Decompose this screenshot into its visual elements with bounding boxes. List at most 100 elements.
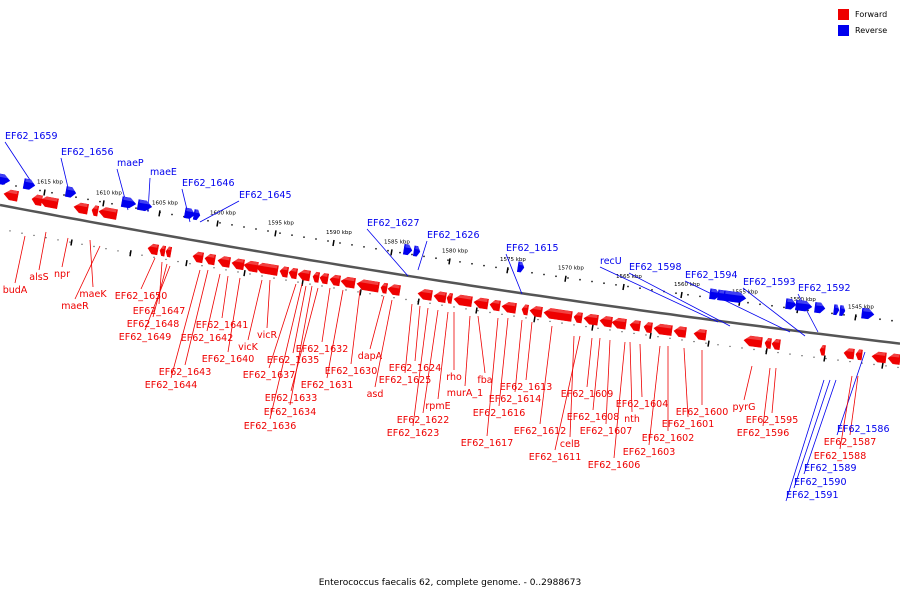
forward-gene-block — [165, 246, 173, 258]
legend-item-forward: Forward — [838, 8, 898, 23]
scale-tick — [43, 189, 46, 196]
forward-gene-block — [473, 297, 489, 310]
scale-dot — [261, 275, 263, 277]
scale-dot — [885, 365, 887, 367]
forward-gene-block — [843, 348, 855, 360]
scale-tick — [158, 210, 161, 217]
leader-line — [404, 303, 413, 374]
reverse-gene-block — [22, 178, 36, 190]
scale-tick-minor — [70, 239, 73, 246]
scale-dot — [567, 277, 569, 279]
leader-line — [613, 341, 626, 459]
scale-dot — [327, 240, 329, 242]
gene-label-ef62-1642: EF62_1642 — [181, 333, 233, 344]
forward-gene-block — [743, 335, 763, 348]
gene-label-ef62-1647: EF62_1647 — [133, 306, 185, 317]
gene-label-maek: maeK — [79, 289, 107, 300]
gene-label-ef62-1640: EF62_1640 — [202, 354, 254, 365]
forward-gene-block — [501, 301, 517, 314]
gene-label-ef62-1649: EF62_1649 — [119, 332, 171, 343]
forward-gene-block — [192, 251, 204, 264]
forward-gene-block — [693, 328, 707, 341]
gene-label-maee: maeE — [150, 167, 177, 178]
scale-dot — [489, 311, 491, 314]
leader-line — [227, 277, 241, 353]
gene-label-celb: celB — [560, 439, 580, 450]
scale-dot — [153, 256, 155, 258]
genome-caption: Enterococcus faecalis 62, complete genom… — [318, 578, 582, 588]
gene-label-ef62-1615: EF62_1615 — [506, 243, 558, 254]
scale-tick — [390, 249, 393, 256]
scale-ticks: 1615 kbp 1610 kbp 1605 kbp 1600 kbp 1595 kbp… — [37, 179, 884, 369]
gene-label-ef62-1645: EF62_1645 — [239, 190, 291, 201]
gene-label-ef62-1591: EF62_1591 — [786, 490, 838, 501]
scale-dot — [255, 228, 257, 230]
gene-label-vicr: vicR — [257, 330, 277, 341]
scale-dot — [423, 255, 425, 258]
gene-label-ef62-1588: EF62_1588 — [814, 451, 866, 462]
scale-dot — [285, 279, 287, 281]
scale-dot — [99, 200, 101, 203]
scale-dot — [471, 262, 473, 265]
legend-label-forward: Forward — [855, 10, 888, 19]
reverse-gene-block — [785, 298, 797, 310]
leader-line — [785, 379, 825, 502]
scale-dot — [177, 260, 179, 263]
leader-line — [743, 365, 753, 401]
scale-tick-minor — [185, 260, 188, 267]
leader-line — [684, 280, 791, 333]
gene-label-rho: rho — [446, 372, 462, 383]
scale-tick-label: 1555 kbp — [732, 290, 758, 296]
scale-tick-label: 1610 kbp — [96, 190, 122, 196]
scale-dot — [777, 351, 779, 354]
leader-line — [221, 275, 229, 319]
leader-line — [422, 309, 439, 414]
leader-line — [266, 279, 271, 329]
scale-dot — [753, 348, 755, 351]
forward-gene-block — [521, 304, 529, 316]
scale-dot — [615, 284, 617, 286]
legend: Forward Reverse — [838, 8, 898, 40]
leader-line — [477, 315, 486, 374]
scale-dot — [465, 308, 467, 310]
forward-gene-block — [380, 282, 389, 294]
forward-gene-block — [573, 312, 583, 324]
forward-gene-block — [312, 271, 321, 283]
reverse-gene-block — [402, 243, 413, 256]
gene-label-ef62-1656: EF62_1656 — [61, 147, 113, 158]
forward-gene-block — [653, 323, 673, 336]
forward-gene-block — [319, 272, 329, 285]
leader-line — [414, 305, 421, 362]
scale-dot — [603, 282, 605, 285]
reverse-gene-block — [0, 172, 11, 185]
gene-label-ef62-1595: EF62_1595 — [746, 415, 798, 426]
gene-label-buda: budA — [3, 285, 28, 296]
scale-dot — [693, 340, 695, 343]
leader-line — [803, 379, 837, 475]
leader-line — [683, 347, 689, 418]
forward-gene-block — [204, 253, 216, 266]
leader-line — [498, 317, 509, 407]
forward-gene-block — [887, 353, 900, 365]
scale-dot — [135, 207, 137, 210]
gene-label-ef62-1603: EF62_1603 — [623, 447, 675, 458]
scale-dot — [375, 247, 377, 250]
gene-label-ef62-1611: EF62_1611 — [529, 452, 581, 463]
scale-dot — [687, 293, 689, 296]
gene-label-ef62-1626: EF62_1626 — [427, 230, 479, 241]
forward-gene-block — [453, 294, 473, 307]
gene-label-nth: nth — [624, 414, 640, 425]
gene-label-ef62-1598: EF62_1598 — [629, 262, 681, 273]
forward-gene-block — [39, 195, 59, 210]
scale-tick — [854, 314, 857, 321]
scale-dot — [93, 245, 95, 248]
reverse-gene-block — [723, 290, 747, 303]
scale-tick-minor — [765, 348, 768, 355]
scale-tick-label: 1570 kbp — [558, 266, 584, 272]
scale-dot — [9, 230, 11, 232]
scale-dot — [429, 302, 431, 304]
forward-gene-block — [489, 299, 501, 312]
gene-label-ef62-1609: EF62_1609 — [561, 389, 613, 400]
scale-dot — [501, 313, 503, 315]
scale-tick-minor — [591, 324, 594, 331]
